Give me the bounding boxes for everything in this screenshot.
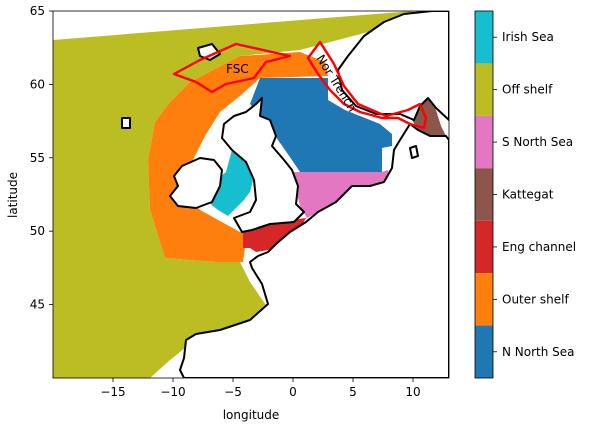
map-area: FSC Nor Trench (53, 11, 449, 378)
colorbar-swatch (475, 63, 493, 116)
fsc-outline (172, 42, 292, 94)
colorbar-label: S North Sea (502, 135, 573, 149)
x-axis-label: longitude (223, 408, 280, 422)
y-axis-label: latitude (6, 172, 20, 218)
x-axis-ticks: −15 −10 −5 0 5 10 (100, 378, 421, 399)
land-rockall (121, 117, 131, 129)
colorbar-swatch (475, 220, 493, 274)
land-ireland (169, 157, 223, 209)
y-tick-label: 55 (30, 151, 45, 165)
land-great-britain (221, 97, 305, 233)
region-outer-shelf (148, 52, 328, 262)
y-axis-ticks: 45 50 55 60 65 (30, 4, 53, 312)
plot-frame (52, 10, 450, 379)
y-tick-label: 60 (30, 77, 45, 91)
annotation-fsc: FSC (226, 62, 249, 76)
nor-trench-outline (306, 40, 428, 130)
region-s-north-sea (292, 170, 390, 218)
land (121, 11, 449, 378)
colorbar-swatch (475, 168, 493, 221)
x-tick-label: −10 (160, 385, 185, 399)
x-tick-label: 5 (349, 385, 357, 399)
colorbar-label: Irish Sea (502, 30, 554, 44)
x-tick-label: −15 (100, 385, 125, 399)
colorbar-label: Eng channel (502, 240, 576, 254)
x-tick-label: −5 (224, 385, 242, 399)
red-outlines (172, 40, 428, 130)
colorbar-label: Off shelf (502, 83, 553, 97)
colorbar-swatch (475, 273, 493, 326)
colorbar-label: Outer shelf (502, 292, 569, 306)
land-norway (337, 11, 449, 121)
colorbar-frame (474, 10, 494, 379)
colorbar-label: N North Sea (502, 345, 575, 359)
y-tick-label: 45 (30, 298, 45, 312)
y-tick-label: 65 (30, 4, 45, 18)
colorbar: Irish Sea Off shelf S North Sea Kattegat Eng… (474, 10, 576, 379)
region-irish-sea (208, 150, 254, 216)
colorbar-swatch (475, 115, 493, 169)
x-tick-label: 0 (289, 385, 297, 399)
y-tick-label: 50 (30, 224, 45, 238)
colorbar-swatch (475, 325, 493, 378)
land-denmark-islands (409, 145, 419, 159)
colorbar-swatch (475, 11, 493, 64)
colorbar-label: Kattegat (502, 188, 554, 202)
x-tick-label: 10 (405, 385, 420, 399)
region-off-shelf (53, 11, 416, 378)
region-n-north-sea (250, 78, 392, 172)
land-faroe-shetland (197, 43, 221, 61)
